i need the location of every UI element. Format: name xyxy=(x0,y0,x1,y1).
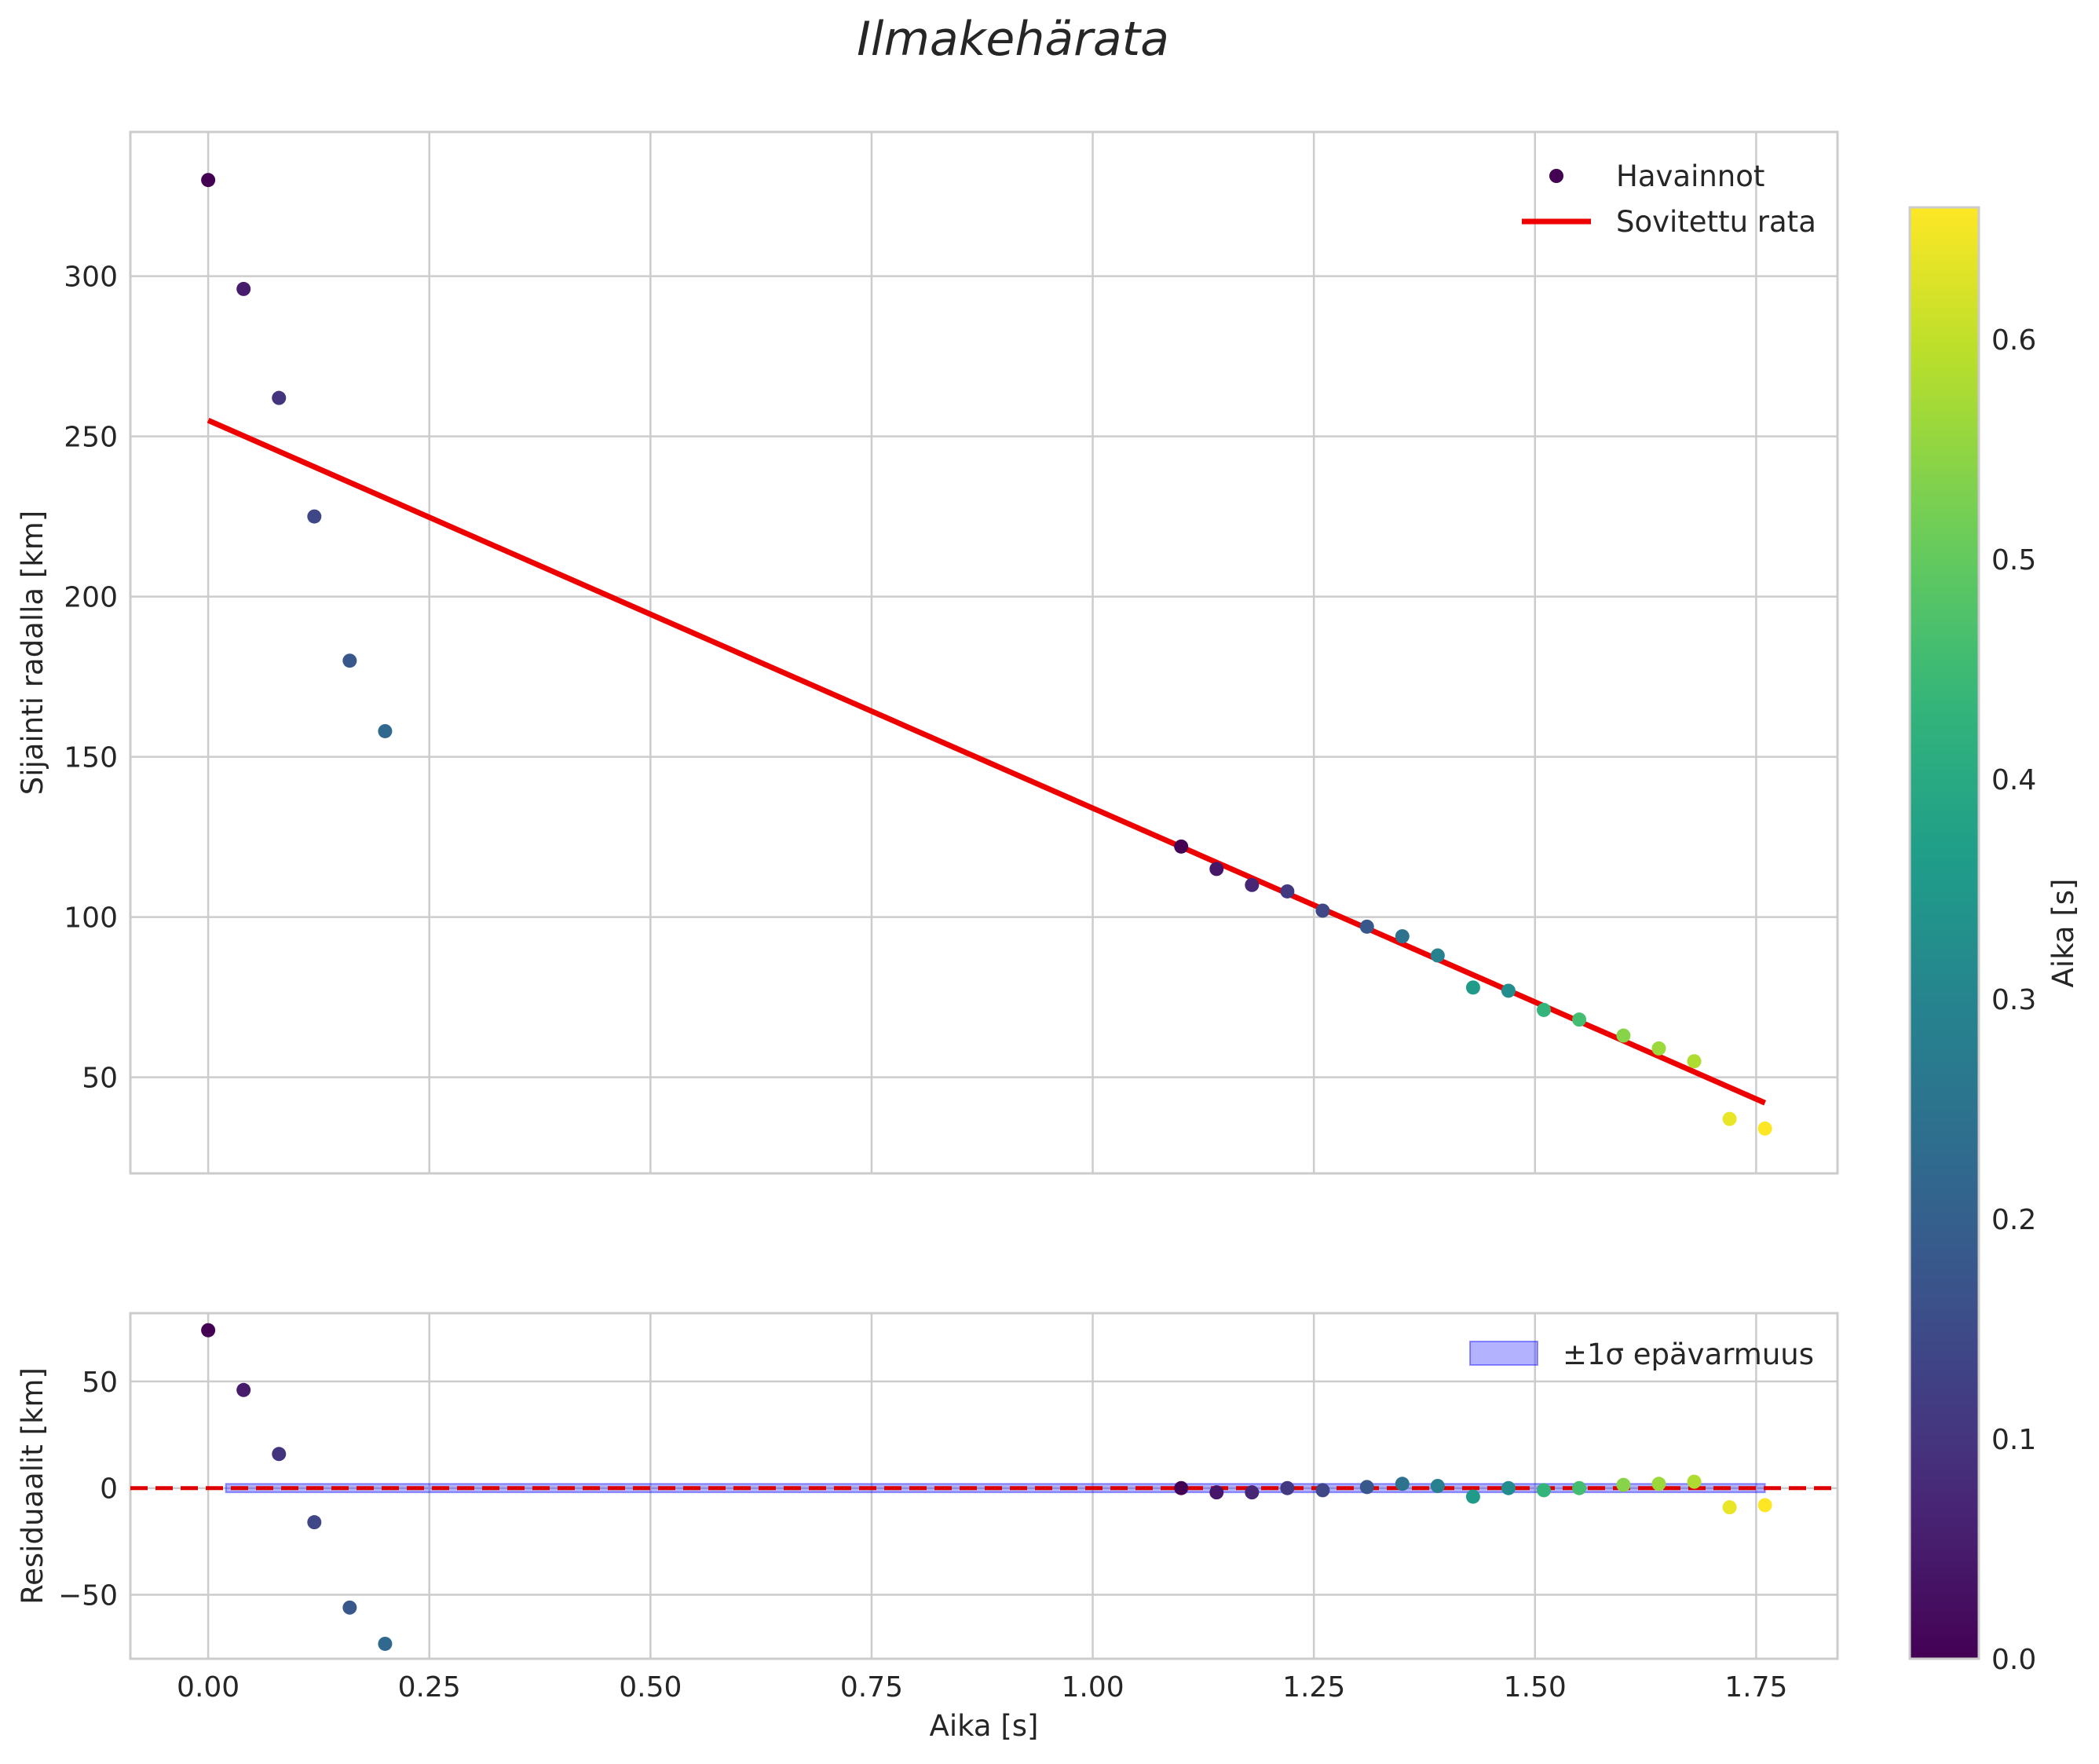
chart-title: Ilmakehärata xyxy=(857,12,1169,67)
observation-point xyxy=(378,723,393,738)
colorbar-tick-label: 0.1 xyxy=(1991,1424,2036,1456)
residual-point xyxy=(1209,1485,1224,1500)
x-tick-label: 1.25 xyxy=(1282,1671,1345,1704)
main-y-tick-label: 150 xyxy=(64,742,118,774)
residual-point xyxy=(236,1382,251,1397)
legend-label-observations: Havainnot xyxy=(1616,159,1764,193)
residual-point xyxy=(1501,1480,1516,1495)
residual-point xyxy=(1757,1498,1772,1513)
x-tick-label: 0.75 xyxy=(840,1671,903,1704)
residual-y-tick-label: −50 xyxy=(58,1580,118,1612)
x-tick-label: 1.50 xyxy=(1504,1671,1567,1704)
main-y-tick-label: 250 xyxy=(64,422,118,454)
x-tick-label: 1.75 xyxy=(1724,1671,1787,1704)
residual-plot: 0.00 0.25 0.50 0.75 1.00 1.25 1.50 1.75 −50 0 50 Re… xyxy=(16,1312,1839,1743)
x-tick-label: 0.25 xyxy=(398,1671,461,1704)
residual-point xyxy=(1687,1474,1702,1489)
colorbar-bar xyxy=(1908,206,1980,1660)
observation-point xyxy=(1537,1002,1552,1017)
colorbar-tick-label: 0.0 xyxy=(1991,1644,2036,1676)
x-tick-label: 0.00 xyxy=(177,1671,240,1704)
residual-point xyxy=(1430,1479,1445,1493)
observation-point xyxy=(1395,929,1410,944)
residual-point xyxy=(1174,1480,1189,1495)
x-axis-label: Aika [s] xyxy=(930,1709,1039,1743)
observation-point xyxy=(1315,903,1330,918)
observation-point xyxy=(1359,919,1374,934)
main-y-tick-label: 200 xyxy=(64,582,118,614)
residual-y-axis-label: Residuaalit [km] xyxy=(16,1367,49,1605)
legend-label-band: ±1σ epävarmuus xyxy=(1563,1338,1814,1371)
residual-point xyxy=(1359,1480,1374,1495)
residual-point xyxy=(378,1636,393,1651)
residual-point xyxy=(1572,1480,1587,1495)
colorbar-tick-label: 0.2 xyxy=(1991,1204,2036,1236)
residual-point xyxy=(307,1515,322,1530)
residual-point xyxy=(1722,1500,1737,1515)
residual-point xyxy=(1395,1477,1410,1491)
x-tick-label: 0.50 xyxy=(619,1671,682,1704)
main-axes-frame xyxy=(129,130,1839,1175)
observation-point xyxy=(1722,1111,1737,1126)
residual-point xyxy=(342,1600,357,1615)
legend-label-fit: Sovitettu rata xyxy=(1616,205,1816,239)
residual-point xyxy=(201,1323,216,1338)
observation-point xyxy=(1572,1012,1587,1027)
observation-point xyxy=(272,390,287,405)
observation-point xyxy=(1280,884,1295,898)
residual-point xyxy=(1315,1483,1330,1498)
observation-point xyxy=(1465,980,1480,995)
observation-point xyxy=(1209,862,1224,877)
observation-point xyxy=(307,509,322,524)
x-tick-label: 1.00 xyxy=(1061,1671,1124,1704)
legend-marker-observations xyxy=(1549,169,1563,183)
residual-point xyxy=(1280,1480,1295,1495)
main-plot: 50 100 150 200 250 300 Sijainti radalla [km] Ha… xyxy=(16,130,1839,1175)
observation-point xyxy=(1174,839,1189,854)
observation-point xyxy=(1430,948,1445,963)
observation-point xyxy=(1245,877,1260,892)
colorbar-tick-label: 0.6 xyxy=(1991,324,2036,357)
residual-point xyxy=(1465,1489,1480,1504)
colorbar-tick-label: 0.4 xyxy=(1991,764,2036,796)
residual-point xyxy=(1537,1483,1552,1498)
observation-point xyxy=(1651,1041,1666,1056)
observation-point xyxy=(1616,1028,1631,1043)
observation-point xyxy=(1501,983,1516,998)
observation-point xyxy=(236,281,251,296)
main-y-axis-label: Sijainti radalla [km] xyxy=(16,511,49,795)
residual-point xyxy=(272,1447,287,1462)
legend-marker-band xyxy=(1469,1341,1538,1366)
main-y-tick-label: 50 xyxy=(82,1063,118,1095)
residual-point xyxy=(1616,1477,1631,1492)
observation-point xyxy=(1757,1121,1772,1136)
main-y-tick-label: 300 xyxy=(64,262,118,294)
residual-y-tick-label: 0 xyxy=(100,1473,118,1506)
residual-point xyxy=(1651,1477,1666,1491)
colorbar-tick-label: 0.5 xyxy=(1991,544,2036,576)
residual-point xyxy=(1245,1485,1260,1500)
observation-point xyxy=(201,173,216,188)
fitted-line xyxy=(207,417,1767,1106)
residual-axes-frame xyxy=(129,1312,1839,1660)
observation-point xyxy=(1687,1054,1702,1069)
colorbar-label: Aika [s] xyxy=(2046,879,2080,988)
colorbar: 0.0 0.1 0.2 0.3 0.4 0.5 0.6 Aika [s] xyxy=(1908,206,2080,1676)
colorbar-tick-label: 0.3 xyxy=(1991,984,2036,1016)
observation-point xyxy=(342,653,357,668)
main-y-tick-label: 100 xyxy=(64,902,118,935)
residual-y-tick-label: 50 xyxy=(82,1367,118,1399)
